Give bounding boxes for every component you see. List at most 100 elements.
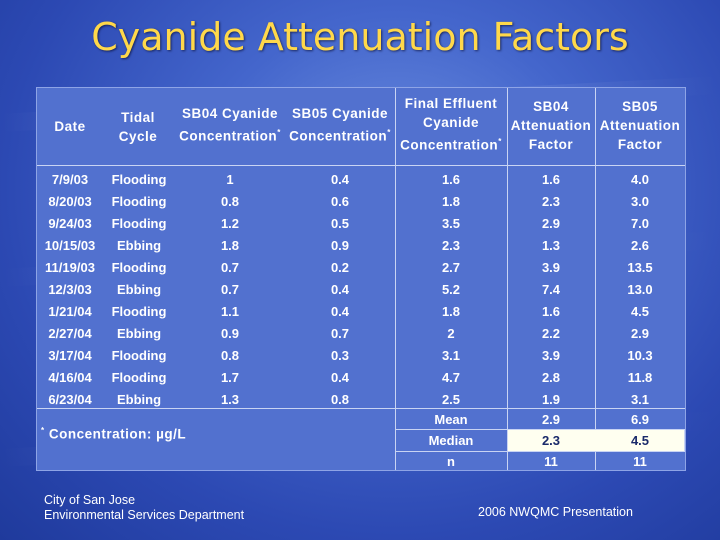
unit-note: * Concentration: µg/L — [41, 426, 186, 442]
header-sb05f-line3: Factor — [617, 136, 663, 152]
stat-sb04f: 2.3 — [541, 433, 561, 448]
header-sb05-concentration: SB05 Cyanide Concentration* — [285, 106, 395, 144]
cell-sb04f: 3.9 — [541, 347, 561, 363]
slide-title: Cyanide Attenuation Factors — [91, 15, 629, 59]
header-final-line2: Cyanide — [422, 114, 480, 130]
cell-date: 11/19/03 — [45, 259, 95, 275]
cell-sb05: 0.8 — [330, 391, 350, 407]
header-sb05-factor: SB05 Attenuation Factor — [595, 96, 685, 154]
stat-label: n — [447, 454, 455, 469]
header-sb05-line2-text: Concentration — [289, 128, 388, 144]
cell-sb04: 1.3 — [220, 391, 240, 407]
cell-final: 5.2 — [441, 281, 461, 297]
cell-date: 3/17/04 — [48, 347, 92, 363]
column-divider — [595, 88, 596, 470]
footer-department: Environmental Services Department — [44, 508, 245, 522]
cell-sb04: 1.8 — [220, 237, 240, 253]
header-sb04f-line3: Factor — [528, 136, 574, 152]
header-final-effluent: Final Effluent Cyanide Concentration* — [395, 94, 507, 154]
cell-tide: Ebbing — [116, 391, 162, 407]
stat-sb05f: 11 — [633, 454, 647, 469]
cell-final: 2.5 — [441, 391, 461, 407]
cell-date: 6/23/04 — [48, 391, 92, 407]
cell-tide: Ebbing — [116, 325, 162, 341]
cell-sb04: 0.8 — [220, 193, 240, 209]
cell-sb04: 1.1 — [220, 303, 240, 319]
header-sb04-asterisk: * — [277, 128, 281, 138]
unit-text: Concentration: µg/L — [48, 426, 187, 442]
header-tidal-cycle: Tidal Cycle — [107, 108, 169, 146]
cell-sb04f: 2.3 — [541, 193, 561, 209]
footer-city: City of San Jose — [44, 493, 136, 507]
cell-sb05: 0.6 — [330, 193, 350, 209]
cell-sb04f: 3.9 — [541, 259, 561, 275]
cell-sb04f: 7.4 — [541, 281, 561, 297]
stat-sb04f: 2.9 — [541, 412, 561, 427]
cell-final: 4.7 — [441, 369, 461, 385]
cell-date: 2/27/04 — [48, 325, 92, 341]
cell-sb05f: 2.6 — [630, 237, 650, 253]
cell-final: 3.5 — [441, 215, 461, 231]
cell-date: 10/15/03 — [44, 237, 96, 253]
cell-sb05f: 4.5 — [630, 303, 650, 319]
footer-organization: City of San Jose Environmental Services … — [44, 493, 244, 523]
cell-sb04: 1.2 — [220, 215, 240, 231]
stat-sb05f: 4.5 — [630, 433, 650, 448]
cell-sb05: 0.4 — [330, 369, 350, 385]
stat-label: Median — [428, 433, 474, 448]
cell-date: 8/20/03 — [48, 193, 92, 209]
header-sb04-concentration: SB04 Cyanide Concentration* — [175, 106, 285, 144]
cell-sb05: 0.4 — [330, 303, 350, 319]
data-divider — [37, 408, 685, 409]
cell-sb05: 0.2 — [330, 259, 350, 275]
cell-sb05f: 10.3 — [627, 347, 653, 363]
cell-sb05: 0.3 — [330, 347, 350, 363]
cell-sb05f: 3.0 — [630, 193, 650, 209]
cell-date: 9/24/03 — [48, 215, 92, 231]
cell-date: 1/21/04 — [48, 303, 92, 319]
header-sb05-line1: SB05 Cyanide — [291, 106, 389, 122]
cell-tide: Flooding — [111, 171, 167, 187]
header-sb05f-line2: Attenuation — [599, 117, 681, 133]
cell-sb04f: 2.9 — [541, 215, 561, 231]
column-divider — [395, 88, 396, 470]
cell-sb05: 0.4 — [330, 281, 350, 297]
header-tidal-line1: Tidal — [121, 110, 155, 125]
cell-tide: Flooding — [111, 303, 167, 319]
unit-asterisk: * — [41, 426, 45, 435]
cell-sb05: 0.4 — [330, 171, 350, 187]
cell-sb04f: 2.8 — [541, 369, 561, 385]
cell-final: 1.8 — [441, 303, 461, 319]
header-sb04-factor: SB04 Attenuation Factor — [507, 96, 595, 154]
header-sb04f-line1: SB04 — [533, 98, 569, 114]
cell-sb05f: 13.5 — [627, 259, 653, 275]
header-final-line3-text: Concentration — [400, 137, 499, 153]
cell-date: 4/16/04 — [48, 369, 92, 385]
cell-final: 1.6 — [441, 171, 461, 187]
header-sb04-line2-text: Concentration — [179, 128, 278, 144]
cell-sb05f: 2.9 — [630, 325, 650, 341]
header-tidal-line2: Cycle — [118, 129, 158, 144]
header-divider — [37, 165, 685, 166]
cell-sb04f: 1.6 — [541, 171, 561, 187]
header-sb04f-line2: Attenuation — [510, 117, 592, 133]
cell-sb04f: 1.9 — [541, 391, 561, 407]
cell-sb05f: 7.0 — [630, 215, 650, 231]
cell-tide: Flooding — [111, 259, 167, 275]
cell-sb04: 0.7 — [220, 281, 240, 297]
cell-sb04: 1.7 — [220, 369, 240, 385]
cell-date: 7/9/03 — [51, 171, 89, 187]
cell-sb05f: 3.1 — [630, 391, 650, 407]
header-sb05f-line1: SB05 — [622, 98, 658, 114]
header-sb05-line2: Concentration* — [289, 123, 391, 146]
cell-sb04f: 1.3 — [541, 237, 561, 253]
cell-sb05: 0.5 — [330, 215, 350, 231]
cell-tide: Flooding — [111, 369, 167, 385]
cell-tide: Flooding — [111, 347, 167, 363]
cell-final: 2 — [447, 325, 455, 341]
cell-sb04: 1 — [226, 171, 234, 187]
cell-tide: Flooding — [111, 215, 167, 231]
footer-presentation: 2006 NWQMC Presentation — [478, 505, 633, 519]
cell-sb04: 0.9 — [220, 325, 240, 341]
cell-final: 2.7 — [441, 259, 461, 275]
